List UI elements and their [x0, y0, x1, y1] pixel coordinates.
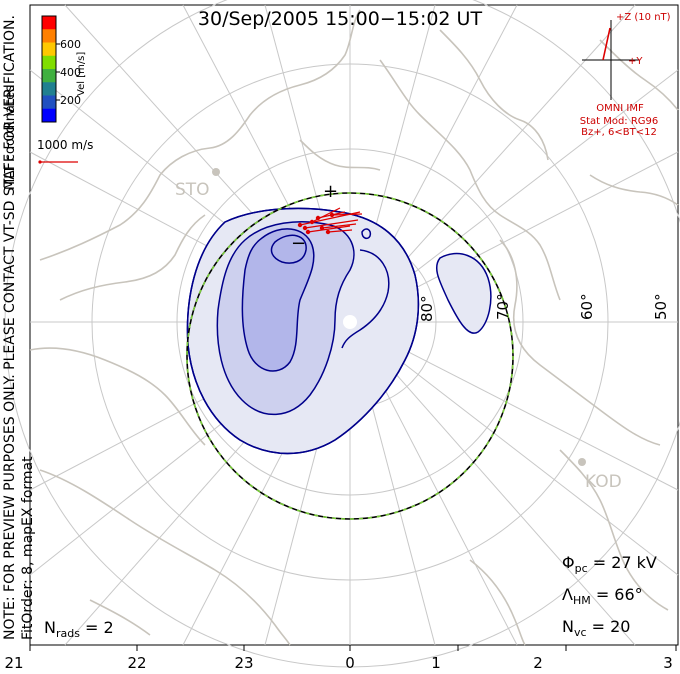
color-scale-segment	[42, 16, 56, 30]
map-title: 30/Sep/2005 15:00−15:02 UT	[197, 8, 483, 30]
imf-dial	[582, 20, 640, 100]
station-sto-marker	[212, 168, 220, 176]
imf-source-label: OMNI IMF	[596, 103, 644, 114]
vector-scale-label: 1000 m/s	[37, 138, 94, 152]
coastlines	[29, 9, 679, 646]
potential-contour-positive	[341, 249, 390, 349]
fit-order-note: FitOrder: 8, mapEX format	[20, 456, 36, 640]
station-kod-label: KOD	[585, 472, 622, 492]
lat-label-80: 80°	[418, 295, 436, 322]
potential-contour-small	[361, 228, 372, 240]
color-scale-segment	[42, 95, 56, 110]
lat-label-60: 60°	[578, 293, 596, 320]
phi-pc-symbol: Φ	[562, 553, 575, 572]
mlt-tick-0: 0	[345, 654, 355, 672]
mlt-tick-marks	[29, 645, 677, 651]
n-rads-symbol: N	[44, 618, 56, 637]
color-scale-segment	[42, 29, 56, 43]
mlt-tick-23: 23	[234, 654, 254, 672]
pole-marker	[343, 315, 357, 329]
hm-latitude: ΛHM = 66°	[562, 585, 643, 607]
mlt-tick-3: 3	[663, 654, 673, 672]
hm-boundary-dash	[186, 192, 514, 520]
color-scale-segment	[42, 55, 56, 70]
vector-scale-origin	[38, 160, 42, 164]
velocity-vectors	[297, 207, 363, 235]
negative-potential-marker: −	[291, 233, 306, 254]
velocity-color-scale	[41, 15, 57, 123]
mlt-coordinates-label: MLT coordinates	[3, 85, 18, 190]
color-scale-segment	[42, 82, 56, 96]
phi-pc-value: = 27 kV	[592, 553, 657, 572]
velocity-tick-200: 200	[60, 94, 81, 107]
vector-count: Nvc = 20	[562, 617, 630, 639]
lambda-hm-value: = 66°	[595, 585, 643, 604]
color-scale-border	[41, 15, 57, 123]
imf-z-label: +Z (10 nT)	[616, 12, 671, 23]
positive-potential-marker: +	[323, 181, 338, 202]
phi-pc-subscript: pc	[574, 562, 588, 575]
color-scale-segment	[42, 42, 56, 57]
stat-model-conditions: Bz+, 6<BT<12	[581, 127, 657, 138]
station-markers	[212, 168, 586, 466]
station-kod-marker	[578, 458, 586, 466]
mlt-tick-2: 2	[533, 654, 543, 672]
lat-label-50: 50°	[652, 293, 670, 320]
n-rads-value: = 2	[85, 618, 114, 637]
mlt-tick-21: 21	[4, 654, 24, 672]
n-vc-symbol: N	[562, 617, 574, 636]
lat-label-70: 70°	[494, 293, 512, 320]
color-scale-ticks	[56, 43, 60, 101]
mlt-tick-1: 1	[431, 654, 441, 672]
n-rads-subscript: rads	[55, 627, 80, 640]
velocity-tick-600: 600	[60, 38, 81, 51]
potential-contour-inner	[241, 228, 315, 372]
plot-frame	[29, 4, 679, 646]
n-vc-value: = 20	[591, 617, 631, 636]
n-vc-subscript: vc	[573, 626, 587, 639]
color-scale-segment	[42, 69, 56, 83]
potential-contour-core	[270, 234, 307, 264]
lambda-hm-symbol: Λ	[562, 585, 573, 604]
potential-contour-dusk-cell	[436, 252, 492, 334]
color-scale-segment	[42, 108, 56, 123]
imf-y-label: +Y	[628, 56, 643, 67]
mlt-tick-22: 22	[127, 654, 147, 672]
velocity-tick-400: 400	[60, 66, 81, 79]
lambda-hm-subscript: HM	[572, 594, 591, 607]
stat-model-label: Stat Mod: RG96	[579, 116, 659, 127]
latitude-labels: 80° 70° 60° 50°	[418, 293, 670, 322]
imf-vector	[602, 27, 611, 61]
station-sto-label: STO	[175, 180, 210, 200]
radar-count: Nrads = 2	[44, 618, 114, 640]
cross-polar-potential: Φpc = 27 kV	[562, 553, 657, 575]
